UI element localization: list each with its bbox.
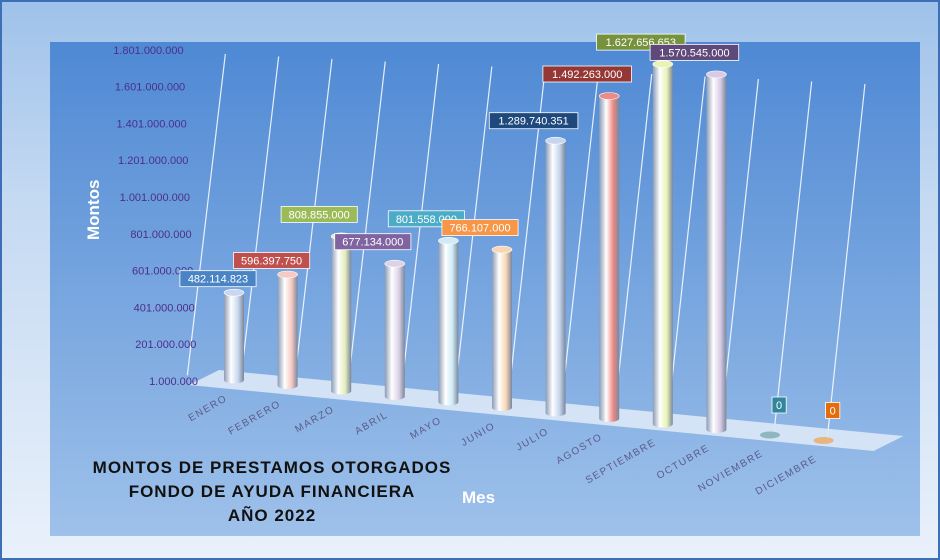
gridline [559,71,600,414]
y-tick-label: 1.401.000.000 [116,118,186,130]
data-label-text: 1.289.740.351 [498,116,568,128]
bar-top [384,259,406,268]
y-tick-label: 801.000.000 [130,229,191,241]
data-label: 677.134.000 [334,233,412,251]
bar [545,140,566,417]
data-label: 0 [825,402,841,419]
data-label-box [488,112,579,130]
data-label-text: 0 [776,400,782,412]
data-label-text: 1.492.263.000 [552,69,622,81]
data-label-text: 0 [830,406,836,418]
bar [277,274,298,390]
bar [813,437,834,444]
gridline [666,76,706,425]
y-tick-label: 1.001.000.000 [120,192,190,204]
bar-top [223,288,245,297]
data-label-box [441,219,519,236]
y-tick-label: 1.000.000 [149,376,198,388]
gridline [826,83,866,442]
data-label: 0 [771,396,787,414]
bar-top [491,245,513,254]
gridline [186,53,226,376]
data-label-box [334,233,412,251]
bar-top [706,70,727,79]
y-tick-label: 601.000.000 [132,266,193,278]
bar [384,263,405,401]
bar [224,292,244,384]
y-tick-label: 1.201.000.000 [118,155,188,167]
gridline [773,81,813,436]
bar [331,236,352,395]
data-label: 482.114.823 [179,270,257,288]
gridline [613,73,653,420]
y-tick-label: 201.000.000 [135,339,196,351]
chart-title-line-1: MONTOS DE PRESTAMOS OTORGADOS [92,458,452,477]
data-label-box [280,206,358,223]
bar [652,64,673,428]
gridline [399,63,440,398]
data-label: 808.855.000 [280,206,358,223]
data-label: 766.107.000 [441,219,519,236]
bar [492,249,512,411]
bar-top [652,60,674,68]
data-label: 1.570.545.000 [649,43,740,61]
gridline [240,56,280,381]
data-label-text: 596.397.750 [241,256,302,268]
data-label-text: 808.855.000 [289,209,350,221]
data-label-text: 482.114.823 [188,274,248,286]
bar-top [277,270,298,279]
gridline [346,61,386,392]
y-axis-label: Montos [84,179,103,240]
data-label: 1.492.263.000 [542,65,632,83]
gridline [719,78,759,431]
bar [760,431,780,439]
data-label-box [825,402,841,419]
y-tick-label: 401.000.000 [134,302,195,314]
data-label-text: 677.134.000 [342,237,403,249]
chart-title-line-3: AÑO 2022 [227,506,317,525]
data-label-box [542,65,632,83]
data-label-box [771,396,787,414]
bar [706,74,727,433]
data-label: 596.397.750 [233,252,311,269]
chart-title-line-2: FONDO DE AYUDA FINANCIERA [128,482,416,501]
chart-title: MONTOS DE PRESTAMOS OTORGADOS FONDO DE A… [72,456,472,528]
data-label-box [233,252,311,269]
data-label-text: 1.570.545.000 [659,47,729,59]
bar [599,96,620,423]
data-label-text: 766.107.000 [449,223,510,235]
data-label: 1.289.740.351 [488,112,579,130]
y-tick-label: 1.801.000.000 [113,45,183,57]
bar-top [545,136,566,145]
bar-top [438,236,459,245]
bar-top [598,92,620,100]
x-axis-label: Mes [462,488,496,507]
bar [438,240,459,406]
data-label-box [179,270,257,288]
y-tick-label: 1.601.000.000 [115,82,185,94]
data-label-box [649,43,740,61]
